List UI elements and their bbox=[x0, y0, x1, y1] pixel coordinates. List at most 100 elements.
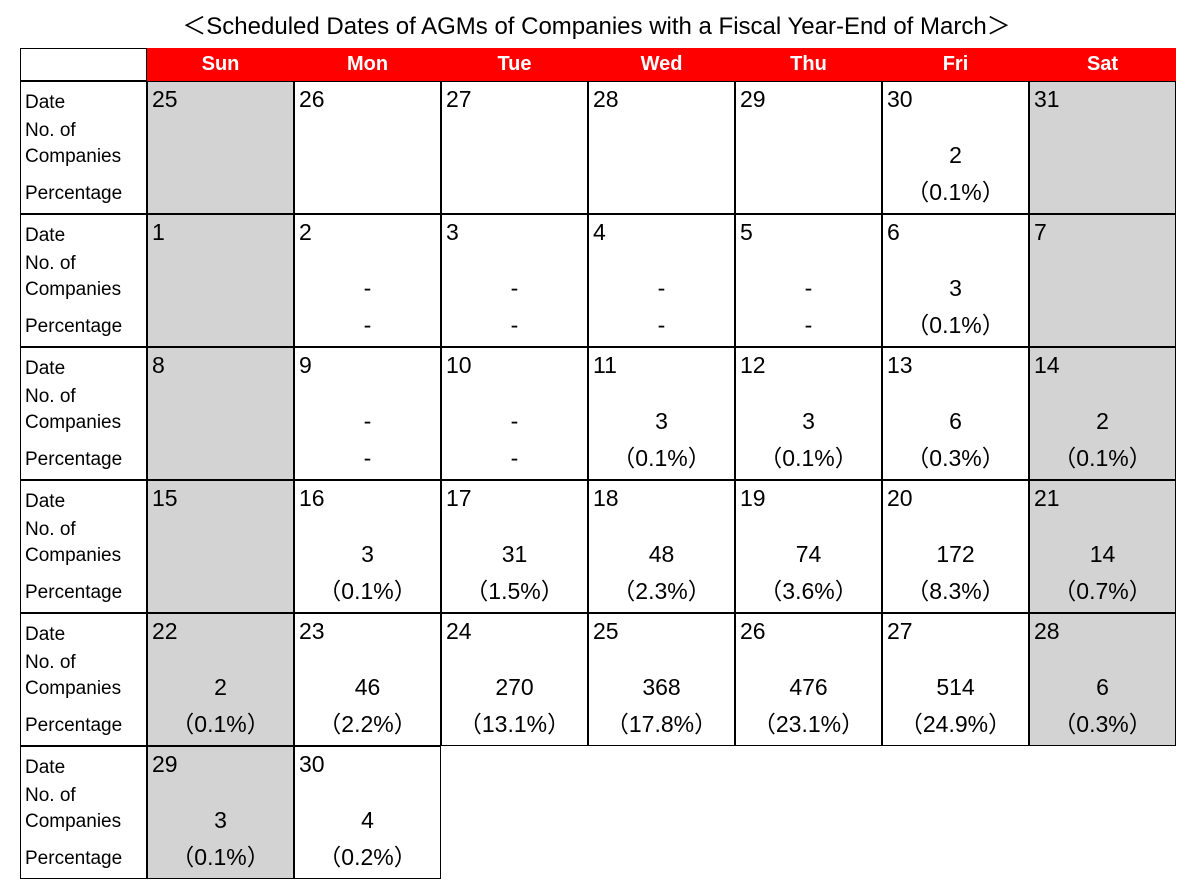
calendar-day-cell: 29 3 （0.1%） bbox=[147, 746, 294, 879]
calendar-day-cell: 26 bbox=[294, 81, 441, 214]
row-label-date: Date bbox=[25, 491, 66, 512]
company-percentage-value: （0.1%） bbox=[906, 179, 1005, 205]
row-label-no-of: No. of bbox=[25, 253, 76, 274]
company-count-value: 2 bbox=[214, 674, 227, 700]
company-percentage-value: （2.3%） bbox=[612, 578, 711, 604]
company-count-value: 6 bbox=[1096, 674, 1109, 700]
row-label-no-of: No. of bbox=[25, 652, 76, 673]
calendar-day-cell: 11 3 （0.1%） bbox=[588, 347, 735, 480]
row-label-date: Date bbox=[25, 225, 66, 246]
company-percentage-value: （8.3%） bbox=[906, 578, 1005, 604]
day-date-number: 1 bbox=[152, 219, 165, 245]
calendar-day-cell: 19 74 （3.6%） bbox=[735, 480, 882, 613]
day-date-number: 20 bbox=[887, 485, 913, 511]
calendar-day-cell: 16 3 （0.1%） bbox=[294, 480, 441, 613]
day-date-number: 12 bbox=[740, 352, 766, 378]
row-label-percentage: Percentage bbox=[25, 183, 123, 204]
day-date-number: 28 bbox=[1034, 618, 1060, 644]
calendar-day-cell: 20 172 （8.3%） bbox=[882, 480, 1029, 613]
calendar-day-cell: 28 6 （0.3%） bbox=[1029, 613, 1176, 746]
calendar-day-cell: 9 - - bbox=[294, 347, 441, 480]
company-count-value: 4 bbox=[361, 807, 374, 833]
day-date-number: 15 bbox=[152, 485, 178, 511]
calendar-day-cell: 22 2 （0.1%） bbox=[147, 613, 294, 746]
company-percentage-value: （0.1%） bbox=[759, 445, 858, 471]
day-date-number: 11 bbox=[593, 352, 617, 378]
calendar-day-cell: 4 - - bbox=[588, 214, 735, 347]
row-label-companies: Companies bbox=[25, 279, 122, 300]
company-count-value: 172 bbox=[936, 541, 975, 567]
calendar-day-cell: 1 bbox=[147, 214, 294, 347]
row-label-date: Date bbox=[25, 92, 66, 113]
company-percentage-value: （0.3%） bbox=[906, 445, 1005, 471]
company-count-value: 6 bbox=[949, 408, 962, 434]
calendar-day-cell: 7 bbox=[1029, 214, 1176, 347]
company-count-value: 368 bbox=[642, 674, 681, 700]
day-of-week-header: Fri bbox=[882, 48, 1029, 81]
calendar-day-cell: 8 bbox=[147, 347, 294, 480]
calendar-day-cell: 3 - - bbox=[441, 214, 588, 347]
day-of-week-header: Thu bbox=[735, 48, 882, 81]
agm-calendar-table: Sun Mon Tue Wed Thu Fri Sat Date No. of Companies… bbox=[20, 48, 1176, 879]
day-date-number: 22 bbox=[152, 618, 178, 644]
row-label-no-of: No. of bbox=[25, 386, 76, 407]
day-of-week-header: Wed bbox=[588, 48, 735, 81]
day-date-number: 25 bbox=[593, 618, 619, 644]
day-date-number: 27 bbox=[446, 86, 472, 112]
day-date-number: 28 bbox=[593, 86, 619, 112]
day-date-number: 24 bbox=[446, 618, 472, 644]
company-percentage-value: - bbox=[657, 312, 666, 338]
row-label-percentage: Percentage bbox=[25, 715, 123, 736]
company-count-value: 476 bbox=[789, 674, 828, 700]
row-label-no-of: No. of bbox=[25, 120, 76, 141]
company-percentage-value: - bbox=[363, 312, 372, 338]
day-date-number: 16 bbox=[299, 485, 325, 511]
day-date-number: 5 bbox=[740, 219, 753, 245]
header-corner-cell bbox=[20, 48, 147, 81]
company-count-value: - bbox=[804, 275, 813, 301]
company-percentage-value: （0.2%） bbox=[318, 844, 417, 870]
company-percentage-value: （24.9%） bbox=[899, 711, 1012, 737]
calendar-day-cell: 31 bbox=[1029, 81, 1176, 214]
company-percentage-value: （0.1%） bbox=[612, 445, 711, 471]
day-date-number: 30 bbox=[299, 751, 325, 777]
company-percentage-value: （2.2%） bbox=[318, 711, 417, 737]
day-date-number: 23 bbox=[299, 618, 325, 644]
day-date-number: 18 bbox=[593, 485, 619, 511]
day-date-number: 30 bbox=[887, 86, 913, 112]
company-percentage-value: - bbox=[510, 312, 519, 338]
company-count-value: 46 bbox=[354, 674, 381, 700]
company-count-value: 3 bbox=[214, 807, 227, 833]
day-date-number: 10 bbox=[446, 352, 472, 378]
company-percentage-value: （1.5%） bbox=[465, 578, 564, 604]
company-percentage-value: - bbox=[363, 445, 372, 471]
calendar-day-cell: 27 bbox=[441, 81, 588, 214]
row-label-cell: Date No. of Companies Percentage bbox=[20, 347, 147, 480]
company-percentage-value: （0.1%） bbox=[318, 578, 417, 604]
company-count-value: 31 bbox=[501, 541, 528, 567]
calendar-day-cell: 26 476 （23.1%） bbox=[735, 613, 882, 746]
company-count-value: 3 bbox=[949, 275, 962, 301]
company-count-value: 3 bbox=[361, 541, 374, 567]
day-of-week-header: Sat bbox=[1029, 48, 1176, 81]
calendar-day-cell: 12 3 （0.1%） bbox=[735, 347, 882, 480]
company-percentage-value: （0.7%） bbox=[1053, 578, 1152, 604]
company-count-value: 3 bbox=[802, 408, 815, 434]
company-count-value: 514 bbox=[936, 674, 975, 700]
row-label-no-of: No. of bbox=[25, 785, 76, 806]
company-percentage-value: （0.1%） bbox=[171, 844, 270, 870]
day-date-number: 19 bbox=[740, 485, 766, 511]
calendar-day-cell: 13 6 （0.3%） bbox=[882, 347, 1029, 480]
row-label-percentage: Percentage bbox=[25, 582, 123, 603]
row-label-cell: Date No. of Companies Percentage bbox=[20, 214, 147, 347]
row-label-percentage: Percentage bbox=[25, 449, 123, 470]
company-percentage-value: （3.6%） bbox=[759, 578, 858, 604]
calendar-day-cell: 15 bbox=[147, 480, 294, 613]
company-count-value: 270 bbox=[495, 674, 534, 700]
calendar-day-cell: 29 bbox=[735, 81, 882, 214]
day-date-number: 14 bbox=[1034, 352, 1060, 378]
calendar-day-cell: 21 14 （0.7%） bbox=[1029, 480, 1176, 613]
calendar-day-cell: 17 31 （1.5%） bbox=[441, 480, 588, 613]
calendar-day-cell: 27 514 （24.9%） bbox=[882, 613, 1029, 746]
day-date-number: 29 bbox=[152, 751, 178, 777]
